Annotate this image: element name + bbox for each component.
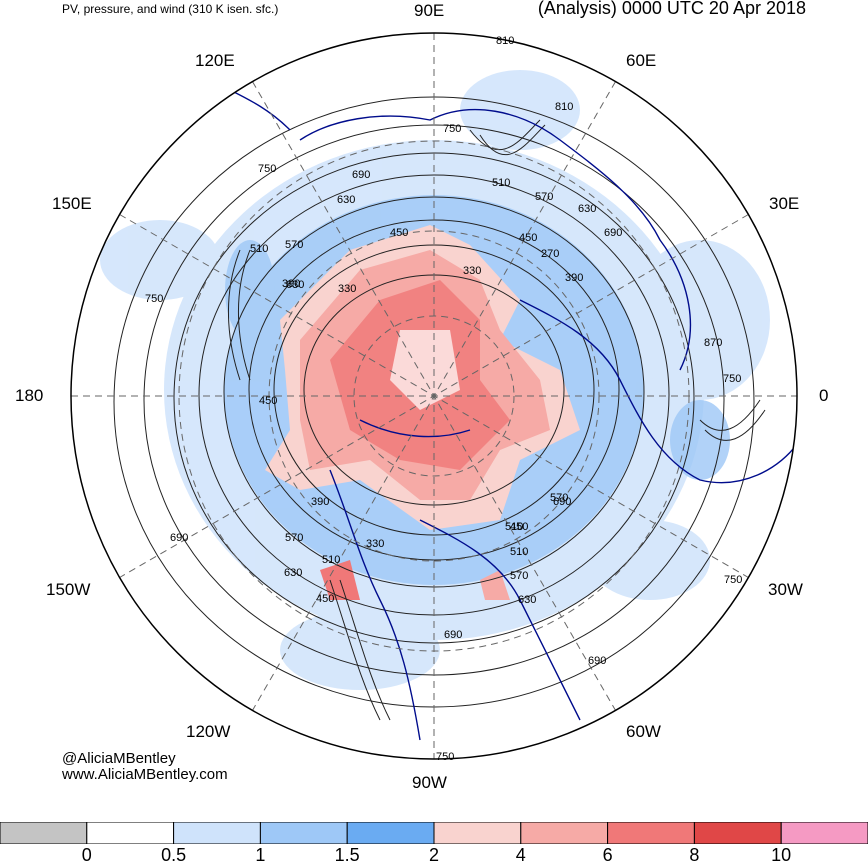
contour-label: 330 [366,538,384,550]
colorbar-swatch [259,822,348,844]
contour-label: 510 [505,521,523,533]
lon-label-120e: 120E [195,51,235,70]
contour-label: 450 [519,232,537,244]
contour-label: 810 [496,35,514,47]
map-boundary [70,32,798,760]
contour-label: 570 [550,492,568,504]
lon-label-0: 0 [819,386,829,405]
lon-label-120w: 120W [186,722,231,741]
contour-label: 450 [316,593,334,605]
colorbar-swatch [173,822,261,844]
colorbar-swatch [607,822,695,844]
lat-lon-grid [71,33,797,759]
contour-label: 390 [565,272,583,284]
contour-label: 630 [578,203,596,215]
contour-label: 690 [170,532,188,544]
lon-label-30w: 30W [768,580,803,599]
contour-label: 570 [510,570,528,582]
lon-label-90w: 90W [412,773,447,792]
lon-label-60e: 60E [626,51,657,70]
colorbar-tick-label: 10 [771,845,792,865]
lon-label-30e: 30E [769,194,800,213]
contour-label: 510 [492,177,510,189]
contour-label: 510 [250,243,268,255]
contour-label: 870 [704,337,722,349]
coastlines [229,89,797,741]
lon-label-150w: 150W [46,580,91,599]
colorbar-swatch [520,822,609,844]
contour-label: 390 [311,496,329,508]
credit-handle: @AliciaMBentley [62,750,176,767]
contour-label: 690 [553,496,571,508]
lon-label-180: 180 [15,386,44,405]
lon-label-90e: 90E [414,1,445,20]
colorbar-swatch [346,822,435,844]
contour-label: 750 [724,574,742,586]
contour-labels: 810 810 750 750 690 630 570 510 450 390 … [145,35,742,763]
contour-label: 270 [541,248,559,260]
map-title: (Analysis) 0000 UTC 20 Apr 2018 [537,0,806,18]
contour-label: 450 [510,521,528,533]
contour-label: 450 [390,227,408,239]
colorbar-tick-label: 6 [602,845,613,865]
colorbar-swatch [693,822,782,844]
colorbar-swatch [0,822,88,844]
contour-label: 630 [337,194,355,206]
contour-label: 390 [282,278,300,290]
contour-label: 330 [463,265,481,277]
contour-label: 450 [259,395,277,407]
colorbar-tick-label: 0 [81,845,92,865]
colorbar-swatch [780,822,868,844]
contour-label: 690 [604,227,622,239]
contour-label: 690 [444,629,462,641]
polar-stereographic-map: 810 810 750 750 690 630 570 510 450 390 … [70,32,798,763]
colorbar-swatch [433,822,522,844]
contour-label: 690 [588,655,606,667]
lon-label-60w: 60W [626,722,661,741]
colorbar-tick-label: 8 [689,845,700,865]
contour-label: 630 [284,567,302,579]
credit-url: www.AliciaMBentley.com [62,766,228,783]
contour-label: 510 [510,546,528,558]
colorbar-tick-label: 2 [428,845,440,865]
contour-label: 750 [258,163,276,175]
contour-label: 570 [285,532,303,544]
contour-label: 330 [338,283,356,295]
contour-label: 750 [436,751,454,763]
lon-label-150e: 150E [52,194,92,213]
contour-label: 750 [145,293,163,305]
contour-label: 570 [285,239,303,251]
contour-label: 750 [723,373,741,385]
contour-label: 810 [555,101,573,113]
contour-label: 750 [443,123,461,135]
colorbar-tick-label: 1.5 [334,845,360,865]
colorbar-tick-label: 0.5 [161,845,187,865]
pv-colorbar [0,822,868,844]
contour-label: 690 [352,169,370,181]
contour-label: 570 [535,191,553,203]
colorbar-tick-label: 4 [515,845,526,865]
colorbar-swatch [86,822,175,844]
contour-label: 510 [322,554,340,566]
colorbar-tick-label: 1 [255,845,266,865]
contour-label: 630 [286,279,304,291]
map-subtitle: PV, pressure, and wind (310 K isen. sfc.… [62,2,279,16]
contour-label: 630 [518,594,536,606]
